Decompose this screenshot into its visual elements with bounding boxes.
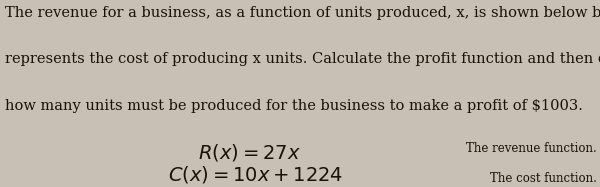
Text: represents the cost of producing x units. Calculate the profit function and then: represents the cost of producing x units… — [5, 52, 600, 66]
Text: $C(x) = 10x + 1224$: $C(x) = 10x + 1224$ — [168, 164, 343, 185]
Text: The cost function.: The cost function. — [490, 172, 597, 185]
Text: $R(x) = 27x$: $R(x) = 27x$ — [198, 142, 301, 163]
Text: The revenue function.: The revenue function. — [466, 142, 597, 155]
Text: how many units must be produced for the business to make a profit of $1003.: how many units must be produced for the … — [5, 99, 583, 113]
Text: The revenue for a business, as a function of units produced, x, is shown below b: The revenue for a business, as a functio… — [5, 6, 600, 20]
